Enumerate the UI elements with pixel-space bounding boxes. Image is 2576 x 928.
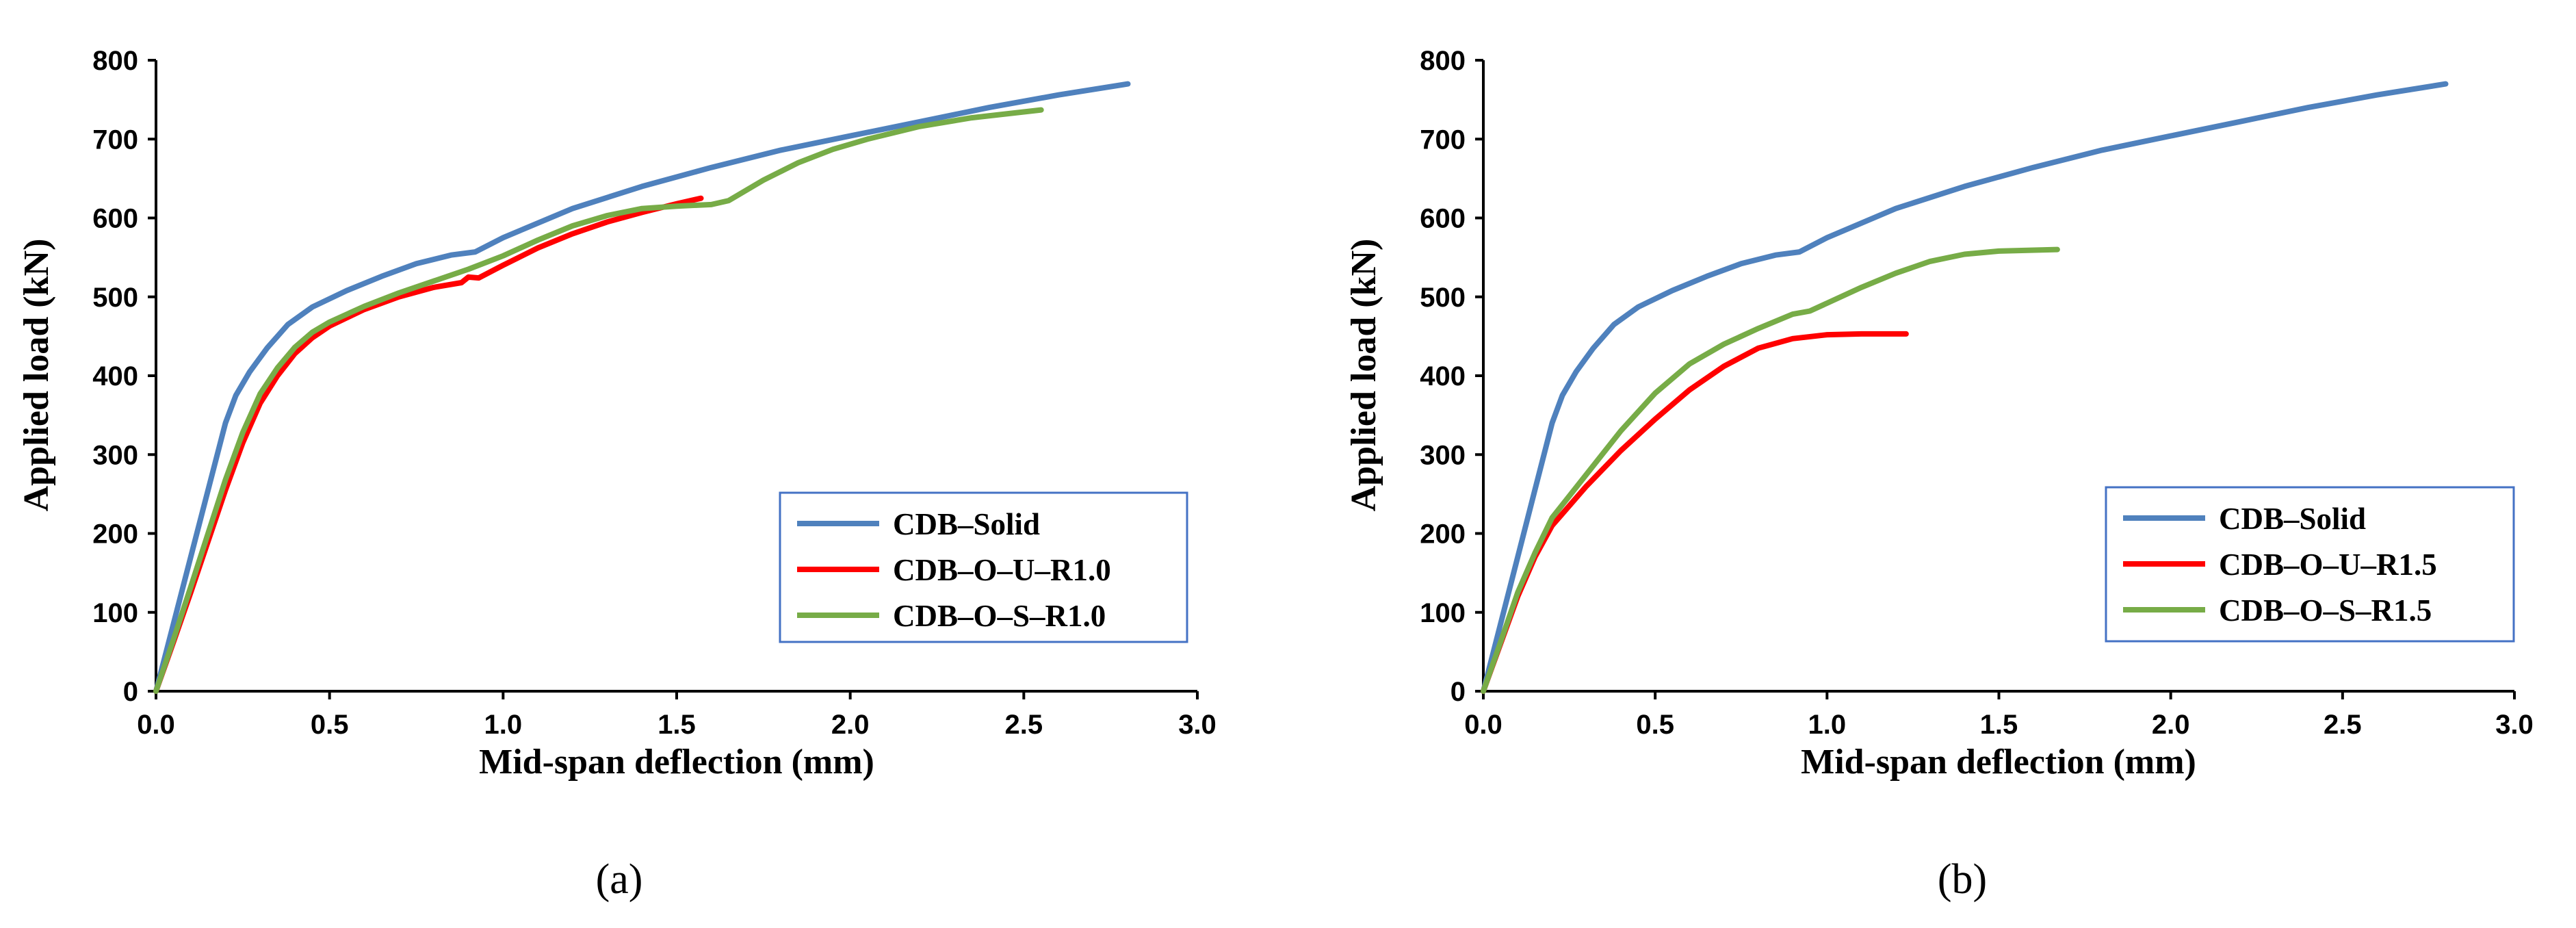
y-tick-label: 200 — [1420, 519, 1466, 550]
x-tick-label: 0.0 — [1464, 710, 1502, 740]
y-tick-label: 300 — [92, 440, 138, 470]
y-tick-label: 600 — [92, 204, 138, 234]
x-tick-label: 3.0 — [1178, 710, 1217, 740]
x-tick-label: 0.5 — [1636, 710, 1674, 740]
x-tick-label: 1.5 — [658, 710, 696, 740]
panel-label: (b) — [1938, 856, 1987, 903]
chart-panel-b: 0 100 200 300 400 500 600 700 800 0.0 0.5 1.0 1.5 2.0… — [1344, 46, 2534, 903]
series-line-1 — [1481, 81, 2449, 694]
y-tick-label: 100 — [92, 598, 138, 628]
x-tick-label: 0.5 — [311, 710, 349, 740]
legend-entry: CDB–O–S–R1.0 — [893, 599, 1106, 633]
y-tick-label: 100 — [1420, 598, 1466, 628]
series-line-3 — [153, 107, 1044, 694]
x-tick-label: 1.0 — [484, 710, 523, 740]
x-tick-label: 2.0 — [2152, 710, 2190, 740]
x-axis-label: Mid-span deflection (mm) — [1801, 743, 2196, 782]
y-axis-label: Applied load (kN) — [1344, 239, 1383, 512]
chart-panel-a: 0 100 200 300 400 500 600 700 800 0.0 0.5 1.0 1.5 2.0… — [17, 46, 1217, 903]
legend-entry: CDB–O–S–R1.5 — [2219, 593, 2432, 628]
legend: CDB–Solid CDB–O–U–R1.0 CDB–O–S–R1.0 — [779, 491, 1188, 643]
legend-entry: CDB–Solid — [893, 507, 1040, 541]
legend-entry: CDB–O–U–R1.0 — [893, 553, 1111, 587]
series-line-2 — [153, 195, 704, 694]
y-tick-label: 0 — [123, 677, 138, 707]
y-tick-label: 800 — [1420, 46, 1466, 76]
legend: CDB–Solid CDB–O–U–R1.5 CDB–O–S–R1.5 — [2105, 486, 2515, 643]
y-tick-label: 700 — [92, 125, 138, 155]
y-tick-label: 500 — [92, 283, 138, 313]
series-line-1 — [153, 81, 1131, 694]
y-axis-label: Applied load (kN) — [17, 239, 56, 512]
y-tick-label: 600 — [1420, 204, 1466, 234]
y-tick-label: 300 — [1420, 440, 1466, 470]
x-axis-label: Mid-span deflection (mm) — [479, 743, 874, 782]
x-tick-label: 0.0 — [137, 710, 175, 740]
y-tick-label: 500 — [1420, 283, 1466, 313]
x-tick-label: 2.5 — [1005, 710, 1043, 740]
y-tick-label: 800 — [92, 46, 138, 76]
x-tick-label: 1.0 — [1808, 710, 1847, 740]
legend-entry: CDB–Solid — [2219, 502, 2366, 536]
x-tick-label: 3.0 — [2495, 710, 2534, 740]
y-tick-label: 200 — [92, 519, 138, 550]
series-line-2 — [1481, 331, 1909, 694]
legend-entry: CDB–O–U–R1.5 — [2219, 547, 2437, 582]
y-tick-label: 700 — [1420, 125, 1466, 155]
y-tick-label: 400 — [1420, 361, 1466, 391]
panel-label: (a) — [596, 856, 643, 903]
series-line-3 — [1481, 246, 2060, 694]
y-tick-label: 0 — [1450, 677, 1466, 707]
x-tick-label: 2.5 — [2324, 710, 2362, 740]
x-tick-label: 2.0 — [831, 710, 870, 740]
y-tick-label: 400 — [92, 361, 138, 391]
x-tick-label: 1.5 — [1980, 710, 2018, 740]
